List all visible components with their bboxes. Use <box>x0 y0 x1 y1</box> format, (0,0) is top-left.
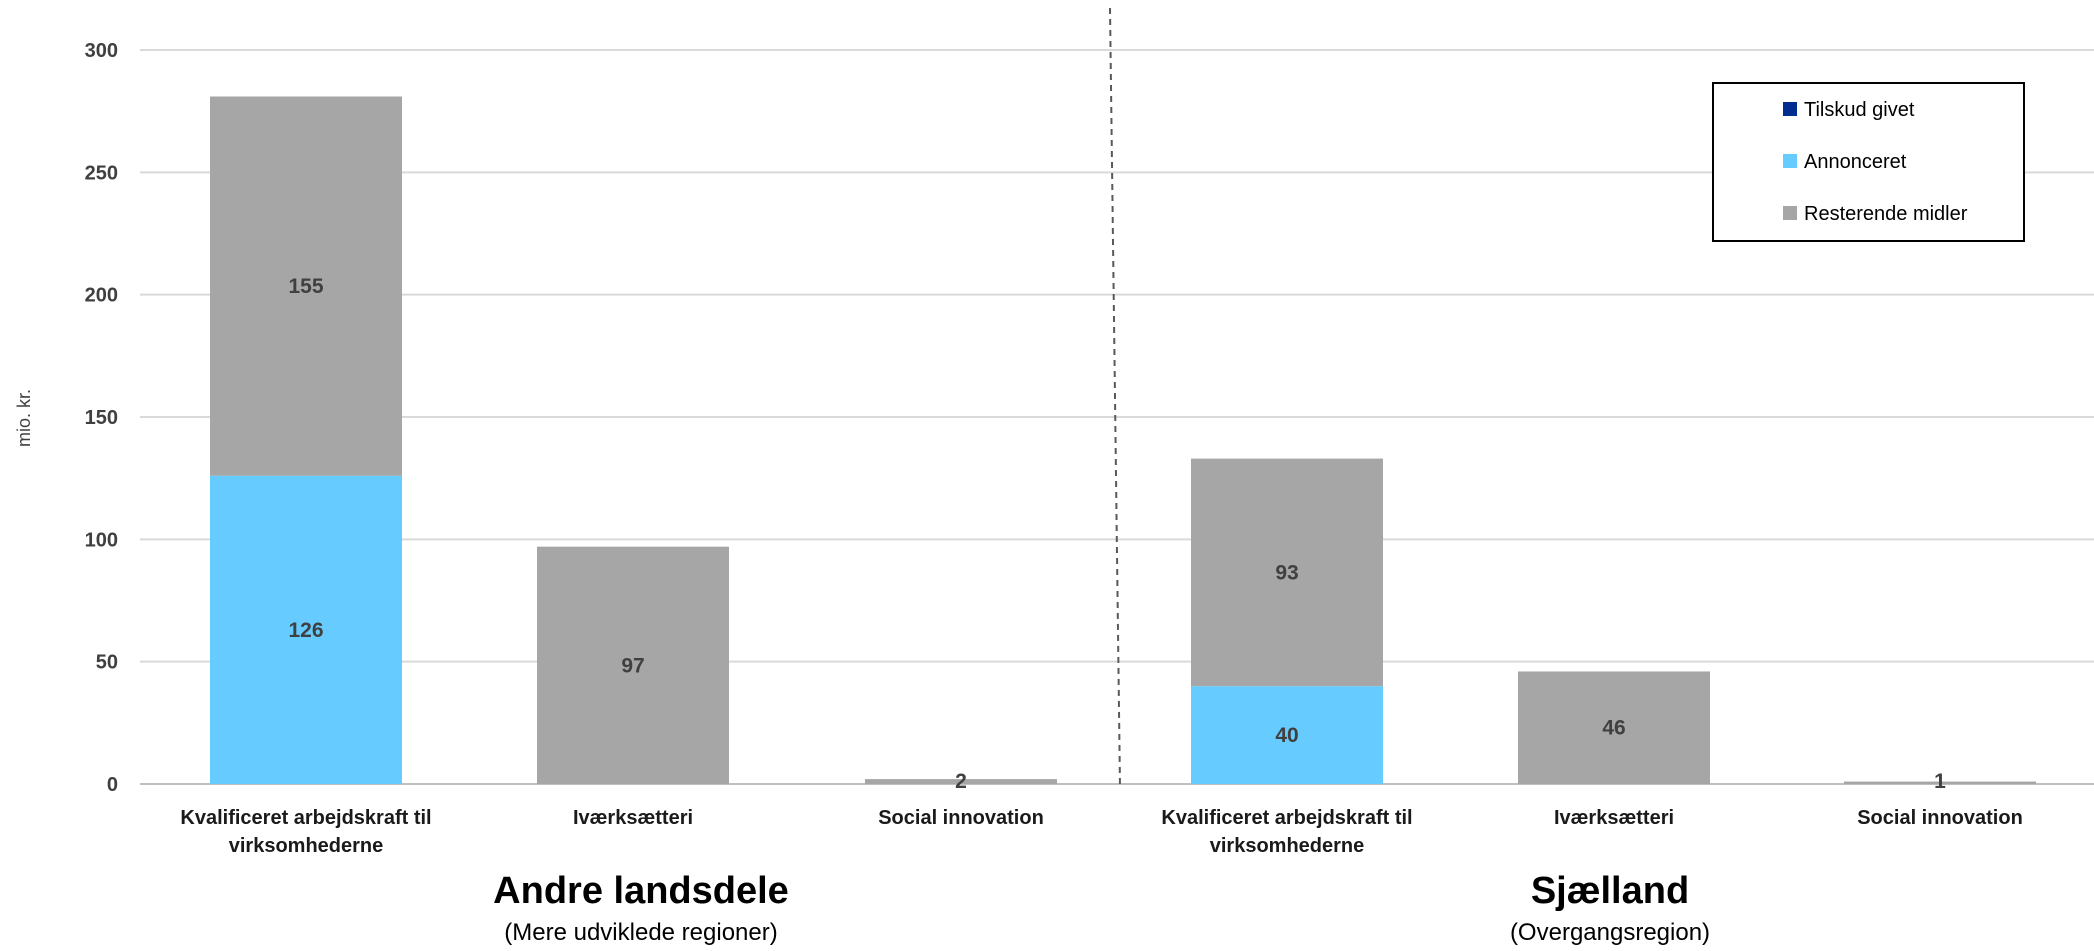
data-label: 155 <box>288 275 323 298</box>
bar-segment <box>210 96 402 476</box>
bar-segment <box>865 779 1057 784</box>
x-axis: Kvalificeret arbejdskraft til virksomhede… <box>180 807 2022 857</box>
bar-segment <box>1191 458 1383 687</box>
legend-label: Resterende midler <box>1804 203 1968 225</box>
bar-segment <box>537 546 729 784</box>
group-subtitle: (Mere udviklede regioner) <box>504 919 777 946</box>
bar-segment <box>210 475 402 784</box>
y-tick-label: 100 <box>85 529 118 551</box>
data-label: 2 <box>955 770 967 793</box>
x-tick-label: Kvalificeret arbejdskraft til virksomhede… <box>180 807 431 857</box>
y-tick-label: 200 <box>85 285 118 307</box>
legend-label: Tilskud givet <box>1804 99 1915 121</box>
bar-segment <box>1844 781 2036 784</box>
y-axis-label: mio. kr. <box>14 389 34 447</box>
bar-segment <box>1191 686 1383 784</box>
x-tick-label: Iværksætteri <box>1554 807 1674 829</box>
group-labels: Andre landsdele (Mere udviklede regioner)… <box>493 870 1710 946</box>
legend: Tilskud givet Annonceret Resterende midler <box>1712 82 2025 242</box>
legend-box <box>1712 82 2025 242</box>
x-tick-label: Iværksætteri <box>573 807 693 829</box>
data-label: 97 <box>621 654 644 677</box>
data-label: 93 <box>1275 561 1298 584</box>
group-title: Sjælland <box>1531 870 1689 912</box>
x-tick-label: Social innovation <box>1857 807 2023 829</box>
group-title: Andre landsdele <box>493 870 789 912</box>
y-tick-label: 300 <box>85 40 118 62</box>
x-tick-label: Social innovation <box>878 807 1044 829</box>
group-subtitle: (Overgangsregion) <box>1510 919 1710 946</box>
legend-swatch <box>1783 154 1797 168</box>
data-label: 46 <box>1602 717 1625 740</box>
legend-swatch <box>1783 102 1797 116</box>
y-tick-label: 150 <box>85 407 118 429</box>
x-tick-label: Kvalificeret arbejdskraft til virksomhede… <box>1161 807 1412 857</box>
y-tick-label: 0 <box>107 774 118 796</box>
group-divider-line <box>1109 7 1121 788</box>
bar-segment <box>1518 671 1710 784</box>
legend-swatch <box>1783 206 1797 220</box>
y-axis: 0 50 100 150 200 250 300 <box>85 40 118 796</box>
data-label: 126 <box>288 619 323 642</box>
legend-label: Annonceret <box>1804 151 1907 173</box>
data-label: 1 <box>1934 770 1946 793</box>
data-label: 40 <box>1275 724 1298 747</box>
y-tick-label: 250 <box>85 162 118 184</box>
bars: 126 155 97 2 40 93 46 1 <box>210 96 2036 793</box>
y-tick-label: 50 <box>96 652 118 674</box>
